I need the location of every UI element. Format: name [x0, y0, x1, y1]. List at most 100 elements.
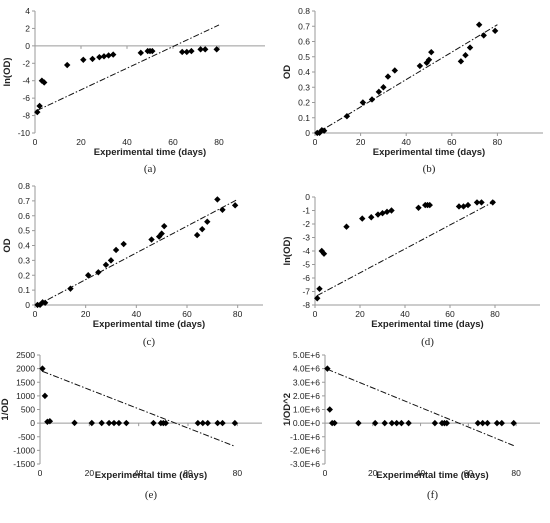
data-point — [85, 272, 92, 279]
x-tick-label: 40 — [132, 309, 142, 319]
y-tick-label: 1.0E+6 — [293, 405, 320, 415]
y-tick-label: 0.1 — [18, 285, 30, 295]
data-point — [219, 419, 226, 427]
y-tick-label: 0 — [305, 192, 310, 202]
x-tick-label: 60 — [447, 137, 457, 147]
data-point — [314, 295, 321, 302]
x-axis-title: Experimental time (days) — [94, 147, 206, 158]
x-axis-title: Experimental time (days) — [371, 319, 483, 330]
x-tick-label: 20 — [368, 468, 378, 478]
x-tick-label: 40 — [401, 137, 411, 147]
data-point — [214, 419, 221, 427]
data-point — [137, 49, 144, 57]
data-point — [415, 204, 422, 211]
data-point — [41, 392, 49, 400]
data-point — [431, 419, 439, 427]
data-point — [484, 419, 491, 427]
y-tick-label: -8 — [302, 300, 310, 310]
data-point — [388, 419, 396, 427]
data-point — [194, 419, 202, 427]
chart-panel-f: -3.0E+6 -2.0E+6 -1.0E+6 0.0E+0 1.0E+6 2.0E+6 3… — [282, 350, 540, 501]
data-point — [343, 223, 350, 230]
data-point — [416, 62, 424, 70]
y-axis-title: OD — [2, 238, 13, 252]
data-point — [193, 231, 201, 239]
data-point — [316, 285, 323, 292]
y-tick-label: 500 — [21, 405, 35, 415]
data-point — [473, 199, 481, 206]
y-tick-label: -6 — [302, 273, 310, 283]
panel-caption: (f) — [427, 489, 438, 501]
y-tick-label: 4.0E+6 — [293, 364, 320, 374]
data-point — [183, 48, 190, 56]
y-tick-label: 0.7 — [18, 196, 30, 206]
data-point — [464, 201, 472, 209]
data-point — [478, 199, 485, 206]
x-tick-label: 20 — [355, 309, 365, 319]
data-point — [112, 246, 120, 254]
data-point — [158, 230, 165, 237]
data-point — [102, 261, 110, 269]
data-point — [98, 419, 105, 427]
data-point — [405, 419, 412, 427]
x-tick-label: 60 — [464, 468, 474, 478]
data-point — [202, 46, 209, 53]
data-point — [355, 419, 362, 427]
trend-line — [317, 200, 496, 296]
y-tick-label: 0.5 — [18, 226, 30, 236]
data-point — [425, 56, 433, 63]
y-tick-label: -1500 — [13, 459, 35, 469]
y-tick-label: 0.8 — [298, 6, 310, 16]
x-tick-label: 60 — [183, 468, 193, 478]
y-tick-label: 0.1 — [298, 113, 310, 123]
y-tick-label: -1000 — [13, 445, 35, 455]
data-point — [443, 419, 451, 427]
x-tick-label: 60 — [168, 137, 178, 147]
panel-caption: (e) — [145, 489, 158, 501]
y-tick-label: 4 — [25, 6, 30, 16]
y-tick-label: -3 — [302, 233, 310, 243]
data-point — [179, 48, 186, 56]
data-point — [150, 419, 157, 427]
y-tick-label: 5.0E+6 — [293, 350, 320, 360]
data-point — [480, 32, 487, 39]
y-tick-label: 2000 — [16, 364, 35, 374]
data-point — [105, 52, 112, 59]
panel-caption: (b) — [423, 163, 436, 175]
y-tick-label: 1000 — [16, 391, 35, 401]
data-point — [359, 99, 367, 106]
panel-caption: (d) — [421, 336, 434, 348]
x-axis-title: Experimental time (days) — [373, 147, 485, 158]
trend-line — [37, 24, 220, 111]
x-tick-label: 60 — [445, 309, 455, 319]
data-point — [204, 419, 211, 427]
y-tick-label: 0.3 — [298, 82, 310, 92]
data-point — [64, 61, 71, 69]
y-tick-label: -1 — [302, 206, 310, 216]
data-point — [100, 53, 108, 60]
data-point — [320, 127, 328, 134]
trend-line — [42, 370, 236, 447]
y-tick-label: 2.0E+6 — [293, 391, 320, 401]
data-point — [462, 52, 469, 59]
y-tick-label: -500 — [18, 432, 35, 442]
data-point — [110, 419, 118, 427]
x-tick-label: 80 — [233, 468, 243, 478]
y-axis-title: OD — [282, 65, 293, 79]
x-tick-label: 0 — [323, 468, 328, 478]
x-tick-label: 0 — [38, 468, 43, 478]
y-tick-label: -2 — [302, 219, 310, 229]
data-point — [493, 419, 501, 427]
y-tick-label: -2.0E+6 — [290, 445, 320, 455]
data-point — [231, 419, 239, 427]
data-point — [320, 250, 328, 257]
y-tick-label: 0 — [30, 418, 35, 428]
data-point — [231, 202, 239, 209]
y-tick-label: -4 — [22, 76, 30, 86]
x-tick-label: 80 — [214, 137, 224, 147]
data-point — [67, 285, 74, 292]
y-tick-label: -8 — [22, 111, 30, 121]
x-tick-label: 0 — [33, 309, 38, 319]
